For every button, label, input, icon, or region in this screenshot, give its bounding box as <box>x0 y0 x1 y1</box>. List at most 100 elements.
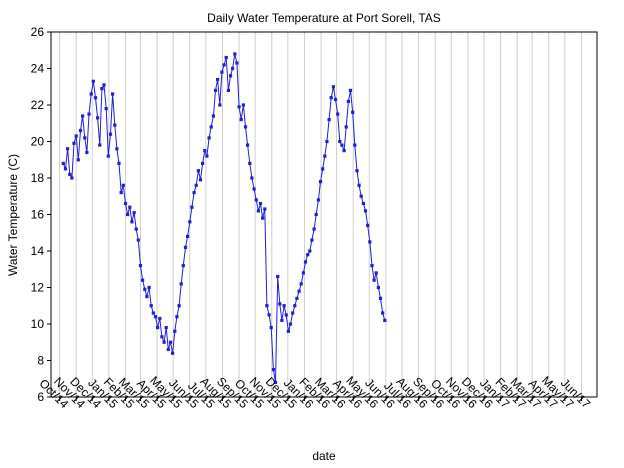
data-point <box>216 77 220 82</box>
data-point <box>162 340 166 344</box>
data-point <box>295 296 299 300</box>
data-point <box>316 198 320 202</box>
data-point <box>205 154 209 158</box>
data-point <box>196 169 200 173</box>
data-point <box>151 311 155 315</box>
data-point <box>100 87 104 91</box>
data-point <box>141 278 145 282</box>
data-point <box>213 88 218 92</box>
data-point <box>72 141 76 145</box>
data-point <box>83 136 87 140</box>
data-point <box>263 207 267 211</box>
data-point <box>303 260 308 264</box>
data-point <box>273 380 278 384</box>
data-point <box>121 183 125 187</box>
data-point <box>198 178 203 182</box>
data-point <box>278 302 282 306</box>
data-point <box>179 282 183 286</box>
data-point <box>89 92 93 96</box>
data-point <box>96 116 100 120</box>
data-point <box>66 147 70 151</box>
data-point <box>323 154 327 158</box>
data-point <box>342 149 346 153</box>
data-point <box>70 176 74 180</box>
data-point <box>134 227 138 231</box>
data-point <box>346 99 350 103</box>
data-point <box>153 315 158 319</box>
y-tick-label: 20 <box>31 135 45 149</box>
data-point <box>288 322 293 326</box>
data-point <box>104 107 108 111</box>
data-point <box>106 154 110 158</box>
data-point <box>363 209 368 213</box>
data-point <box>138 264 143 268</box>
data-point <box>113 123 117 127</box>
data-point <box>329 96 333 100</box>
data-point <box>254 198 258 202</box>
data-point <box>269 326 273 330</box>
y-tick-label: 8 <box>37 354 44 368</box>
data-point <box>231 66 235 71</box>
data-point <box>203 149 207 153</box>
data-point <box>102 83 106 87</box>
data-point <box>297 289 301 293</box>
data-series <box>61 52 387 384</box>
data-point <box>378 296 383 300</box>
data-point <box>132 211 136 215</box>
data-point <box>282 304 286 308</box>
data-point <box>381 311 385 315</box>
data-point <box>126 212 130 217</box>
data-point <box>183 245 188 249</box>
data-point <box>156 326 160 330</box>
data-point <box>91 79 95 83</box>
data-point <box>175 315 179 319</box>
data-point <box>306 253 310 257</box>
y-axis-label: Water Temperature (C) <box>6 154 20 276</box>
data-point <box>265 304 269 308</box>
data-point <box>271 368 275 372</box>
y-tick-label: 22 <box>31 98 45 112</box>
data-point <box>166 347 170 352</box>
data-point <box>181 264 185 268</box>
data-point <box>308 249 312 253</box>
y-tick-label: 14 <box>31 244 45 258</box>
data-point <box>108 132 113 136</box>
data-point <box>192 191 196 195</box>
data-point <box>246 143 250 147</box>
data-point <box>224 55 228 60</box>
data-point <box>374 271 378 275</box>
data-point <box>239 118 243 122</box>
data-point <box>220 70 224 74</box>
data-point <box>327 118 331 122</box>
data-point <box>243 125 248 129</box>
data-point <box>248 161 252 165</box>
data-point <box>276 274 280 279</box>
data-point <box>233 52 237 56</box>
data-point <box>366 223 370 227</box>
data-point <box>359 194 363 198</box>
data-point <box>123 201 128 206</box>
data-point <box>310 238 314 242</box>
data-point <box>168 340 173 344</box>
data-point <box>370 264 374 268</box>
data-point <box>143 287 147 291</box>
data-point <box>256 209 260 213</box>
data-point <box>171 351 175 355</box>
data-point <box>98 143 102 147</box>
data-point <box>222 63 226 67</box>
data-point <box>314 212 318 217</box>
y-tick-label: 18 <box>31 171 45 185</box>
data-point <box>160 335 164 339</box>
data-point <box>284 313 288 317</box>
data-point <box>211 114 215 118</box>
y-tick-label: 26 <box>31 25 45 39</box>
data-point <box>119 191 123 195</box>
y-tick-label: 24 <box>31 62 45 76</box>
data-point <box>85 150 89 155</box>
data-point <box>325 139 329 144</box>
data-point <box>280 318 284 322</box>
y-tick-label: 10 <box>31 317 45 331</box>
data-point <box>194 183 198 187</box>
data-point <box>383 318 387 322</box>
